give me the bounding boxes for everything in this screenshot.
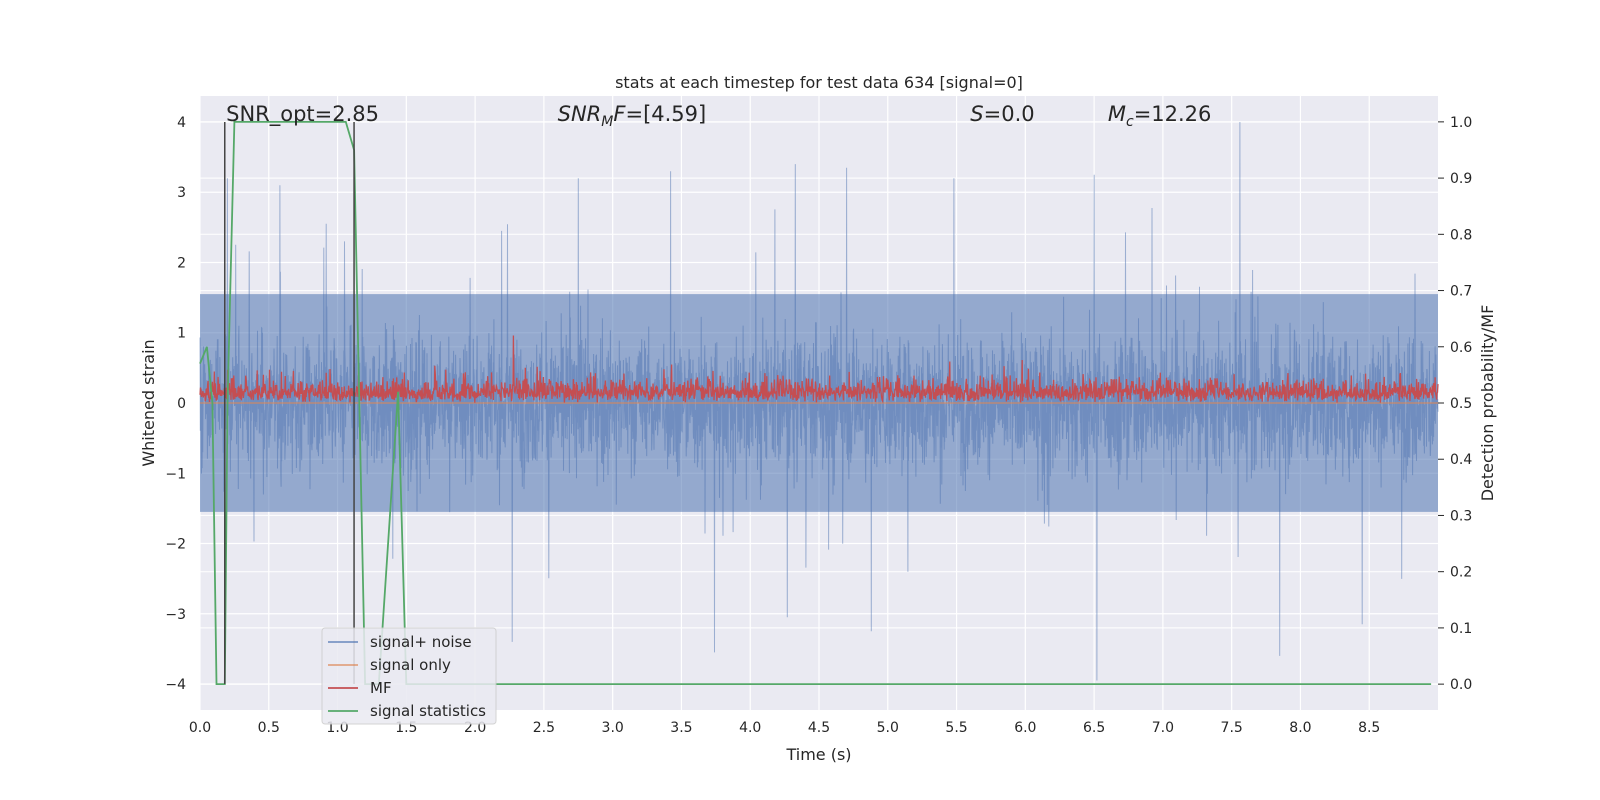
y2-tick-label: 0.2 [1450,565,1472,581]
y-tick-label: 3 [177,185,186,201]
vertical-markers [224,121,355,685]
series-signal-statistics [199,121,1432,685]
x-tick-label: 0.0 [189,720,211,736]
y-tick-label: −4 [165,677,186,693]
x-tick-label: 7.5 [1221,720,1243,736]
y-tick-label: −2 [165,537,186,553]
y2-tick-label: 0.3 [1450,508,1472,524]
legend-label: MF [370,679,392,697]
x-tick-label: 8.5 [1358,720,1380,736]
y2-tick-label: 0.6 [1450,340,1472,356]
y2-tick-label: 0.9 [1450,171,1472,187]
legend-box [321,627,497,725]
legend-label: signal+ noise [370,633,472,651]
x-tick-label: 7.0 [1152,720,1174,736]
x-tick-label: 5.0 [877,720,899,736]
annotation-0: SNR_opt=2.85 [226,102,379,127]
y2-tick-labels: 1.0 0.9 0.8 0.7 0.6 0.5 0.4 0.3 0.2 0.1 0.0 [1438,115,1472,693]
annotation-1: SNRMF=[4.59] [558,102,707,130]
x-axis-label: Time (s) [785,745,851,764]
y-tick-label: 4 [177,115,186,131]
y2-tick-label: 0.8 [1450,227,1472,243]
y-axis-label-right: Detection probability/MF [1478,305,1497,502]
y-tick-label: 2 [177,255,186,271]
x-tick-labels: 0.0 0.5 1.0 1.5 2.0 2.5 3.0 3.5 4.0 4.5 5.0 5.5 6.0 6… [189,720,1380,736]
x-tick-label: 0.5 [258,720,280,736]
y2-tick-label: 0.7 [1450,284,1472,300]
x-tick-label: 3.0 [602,720,624,736]
y-tick-labels: 4 3 2 1 0 −1 −2 −3 −4 [165,115,186,693]
legend: signal+ noise signal only MF signal statist… [321,627,497,725]
series-layer [199,121,1439,685]
y2-tick-label: 0.5 [1450,396,1472,412]
y2-tick-label: 0.0 [1450,677,1472,693]
legend-label: signal only [370,656,451,674]
x-tick-label: 6.0 [1014,720,1036,736]
x-tick-label: 3.5 [670,720,692,736]
legend-label: signal statistics [370,702,486,720]
y2-tick-label: 1.0 [1450,115,1472,131]
annotations: SNR_opt=2.85 SNRMF=[4.59] S=0.0 Mc=12.26 [226,102,1211,130]
annotation-2: S=0.0 [970,102,1034,126]
series-mf [199,335,1439,404]
y2-tick-label: 0.1 [1450,621,1472,637]
x-tick-label: 6.5 [1083,720,1105,736]
x-tick-label: 2.5 [533,720,555,736]
y-tick-label: 1 [177,326,186,342]
annotation-3: Mc=12.26 [1108,102,1212,130]
chart-title: stats at each timestep for test data 634… [615,73,1023,92]
y-axis-label-left: Whitened strain [139,339,158,466]
x-tick-label: 4.5 [808,720,830,736]
y-tick-label: 0 [177,396,186,412]
series-signal-noise [199,121,1439,681]
x-tick-label: 8.0 [1289,720,1311,736]
y-tick-label: −1 [165,466,186,482]
x-tick-label: 4.0 [739,720,761,736]
x-tick-label: 5.5 [945,720,967,736]
y-tick-label: −3 [165,607,186,623]
y2-tick-label: 0.4 [1450,452,1472,468]
